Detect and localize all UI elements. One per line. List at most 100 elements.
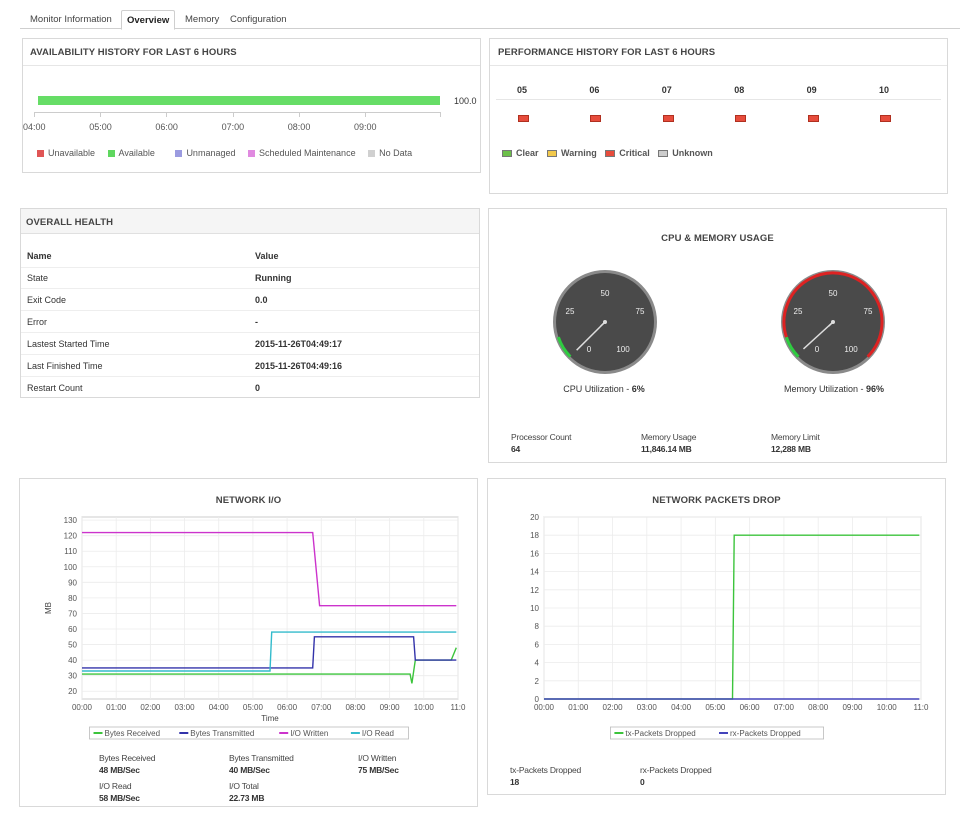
series-line xyxy=(82,647,457,684)
series-line xyxy=(82,636,457,669)
legend-label: Warning xyxy=(561,148,597,158)
gauge-scale-label: 50 xyxy=(601,289,610,298)
availability-title: AVAILABILITY HISTORY FOR LAST 6 HOURS xyxy=(30,47,237,58)
tab-monitor-information[interactable]: Monitor Information xyxy=(30,14,112,25)
availability-tick-mark xyxy=(232,112,234,117)
health-row-value: 2015-11-26T04:49:16 xyxy=(255,361,343,371)
x-tick-label: 03:00 xyxy=(175,703,196,712)
io-written-label: I/O Written xyxy=(358,753,397,763)
performance-title: PERFORMANCE HISTORY FOR LAST 6 HOURS xyxy=(498,47,716,58)
availability-tick-label: 06:00 xyxy=(155,122,178,132)
packets-drop-panel: NETWORK PACKETS DROP 00:00 01:00 02:00 03:0… xyxy=(487,478,946,795)
x-tick-label: 08:00 xyxy=(808,703,829,712)
performance-status-critical[interactable] xyxy=(735,115,747,122)
health-row-name: Last Finished Time xyxy=(27,361,103,371)
performance-hour-label: 05 xyxy=(517,85,528,95)
tab-configuration[interactable]: Configuration xyxy=(230,14,287,25)
chart-legend-box xyxy=(89,726,409,740)
y-tick-label: 100 xyxy=(64,563,78,572)
x-tick-label: 05:00 xyxy=(243,703,264,712)
rx-packets-dropped-label: rx-Packets Dropped xyxy=(640,765,712,775)
performance-status-critical[interactable] xyxy=(590,115,602,122)
x-tick-label: 08:00 xyxy=(345,703,366,712)
health-row: Exit Code 0.0 xyxy=(21,289,479,311)
y-tick-label: 40 xyxy=(68,656,77,665)
availability-tick-mark xyxy=(166,112,168,117)
legend-clear: Clear xyxy=(502,148,539,158)
unknown-swatch xyxy=(658,149,669,157)
availability-axis xyxy=(34,112,441,113)
y-tick-label: 120 xyxy=(64,532,78,541)
availability-panel: AVAILABILITY HISTORY FOR LAST 6 HOURS 10… xyxy=(22,38,481,173)
performance-status-critical[interactable] xyxy=(880,115,891,122)
gauge-scale-label: 75 xyxy=(636,307,645,316)
health-value-header: Value xyxy=(255,251,279,261)
gauge-ok-band xyxy=(784,336,800,358)
gauge-scale-label: 0 xyxy=(587,345,592,354)
y-tick-label: 70 xyxy=(68,609,77,618)
gauge-scale-label: 0 xyxy=(815,345,820,354)
network-io-title: NETWORK I/O xyxy=(215,495,282,506)
gauge-needle xyxy=(576,321,606,351)
bytes-transmitted-label: Bytes Transmitted xyxy=(229,753,294,763)
critical-swatch xyxy=(605,149,616,157)
health-row: State Running xyxy=(21,267,479,289)
health-row-value: 0.0 xyxy=(255,295,268,305)
health-row: Error - xyxy=(21,311,479,333)
x-tick-label: 02:00 xyxy=(140,703,161,712)
performance-hour-label: 08 xyxy=(734,85,745,95)
availability-tick-label: 07:00 xyxy=(221,122,245,132)
legend-label: No Data xyxy=(379,148,413,158)
health-row-name: Exit Code xyxy=(27,295,67,305)
x-tick-label: 07:00 xyxy=(311,703,332,712)
x-tick-label: 09:00 xyxy=(380,703,401,712)
warning-swatch xyxy=(547,149,558,157)
health-header-bar xyxy=(21,209,479,234)
availability-tick-label: 05:00 xyxy=(89,122,112,132)
performance-hour-label: 09 xyxy=(806,85,817,95)
availability-tick-mark xyxy=(34,112,35,117)
performance-status-critical[interactable] xyxy=(518,115,529,122)
gauge-scale-label: 25 xyxy=(794,307,803,316)
io-read-label: I/O Read xyxy=(99,781,132,791)
legend-available: Available xyxy=(107,148,155,158)
health-table-header: Name Value xyxy=(21,246,479,268)
availability-tick-mark xyxy=(365,112,366,117)
legend-label: I/O Written xyxy=(290,729,328,738)
scheduled-maintenance-swatch xyxy=(248,149,255,157)
memory-usage-value: 11,846.14 MB xyxy=(641,444,692,454)
health-row-name: Error xyxy=(27,317,47,327)
cpu-gauge: 0 25 50 75 100 xyxy=(553,270,657,374)
memory-limit-value: 12,288 MB xyxy=(771,444,811,454)
performance-status-critical[interactable] xyxy=(807,115,819,122)
health-row: Restart Count 0 xyxy=(21,377,479,399)
legend-label: Scheduled Maintenance xyxy=(259,148,356,158)
performance-status-critical[interactable] xyxy=(662,115,674,122)
health-title: OVERALL HEALTH xyxy=(26,217,114,228)
gauge-scale-label: 50 xyxy=(829,289,838,298)
x-tick-label: 06:00 xyxy=(277,703,298,712)
y-tick-label: 8 xyxy=(535,622,540,631)
availability-tick-label: 09:00 xyxy=(354,122,377,132)
y-tick-label: 2 xyxy=(535,677,540,686)
overall-health-panel: OVERALL HEALTH Name Value State Running E… xyxy=(20,208,480,398)
x-tick-label: 11:0 xyxy=(914,703,930,712)
health-row-value: - xyxy=(255,317,258,327)
io-read-value: 58 MB/Sec xyxy=(99,793,140,803)
gauge-needle xyxy=(802,321,834,350)
legend-label: I/O Read xyxy=(362,729,394,738)
tab-memory[interactable]: Memory xyxy=(185,14,220,25)
tab-overview[interactable]: Overview xyxy=(121,10,176,30)
bytes-received-value: 48 MB/Sec xyxy=(99,765,140,775)
performance-hour-label: 06 xyxy=(589,85,600,95)
series-line xyxy=(82,631,457,672)
y-tick-label: 16 xyxy=(530,549,539,558)
health-table: State Running Exit Code 0.0 Error - Lastest… xyxy=(21,267,479,399)
x-tick-label: 10:00 xyxy=(877,703,898,712)
y-tick-label: 50 xyxy=(68,641,77,650)
rx-packets-dropped-value: 0 xyxy=(640,777,645,787)
cpu-utilization-label: CPU Utilization - xyxy=(563,384,632,394)
no-data-swatch xyxy=(368,149,376,157)
availability-bar[interactable] xyxy=(38,96,440,105)
packets-drop-chart: 00:00 01:00 02:00 03:00 04:00 05:00 06:00 07:00… xyxy=(530,513,930,740)
